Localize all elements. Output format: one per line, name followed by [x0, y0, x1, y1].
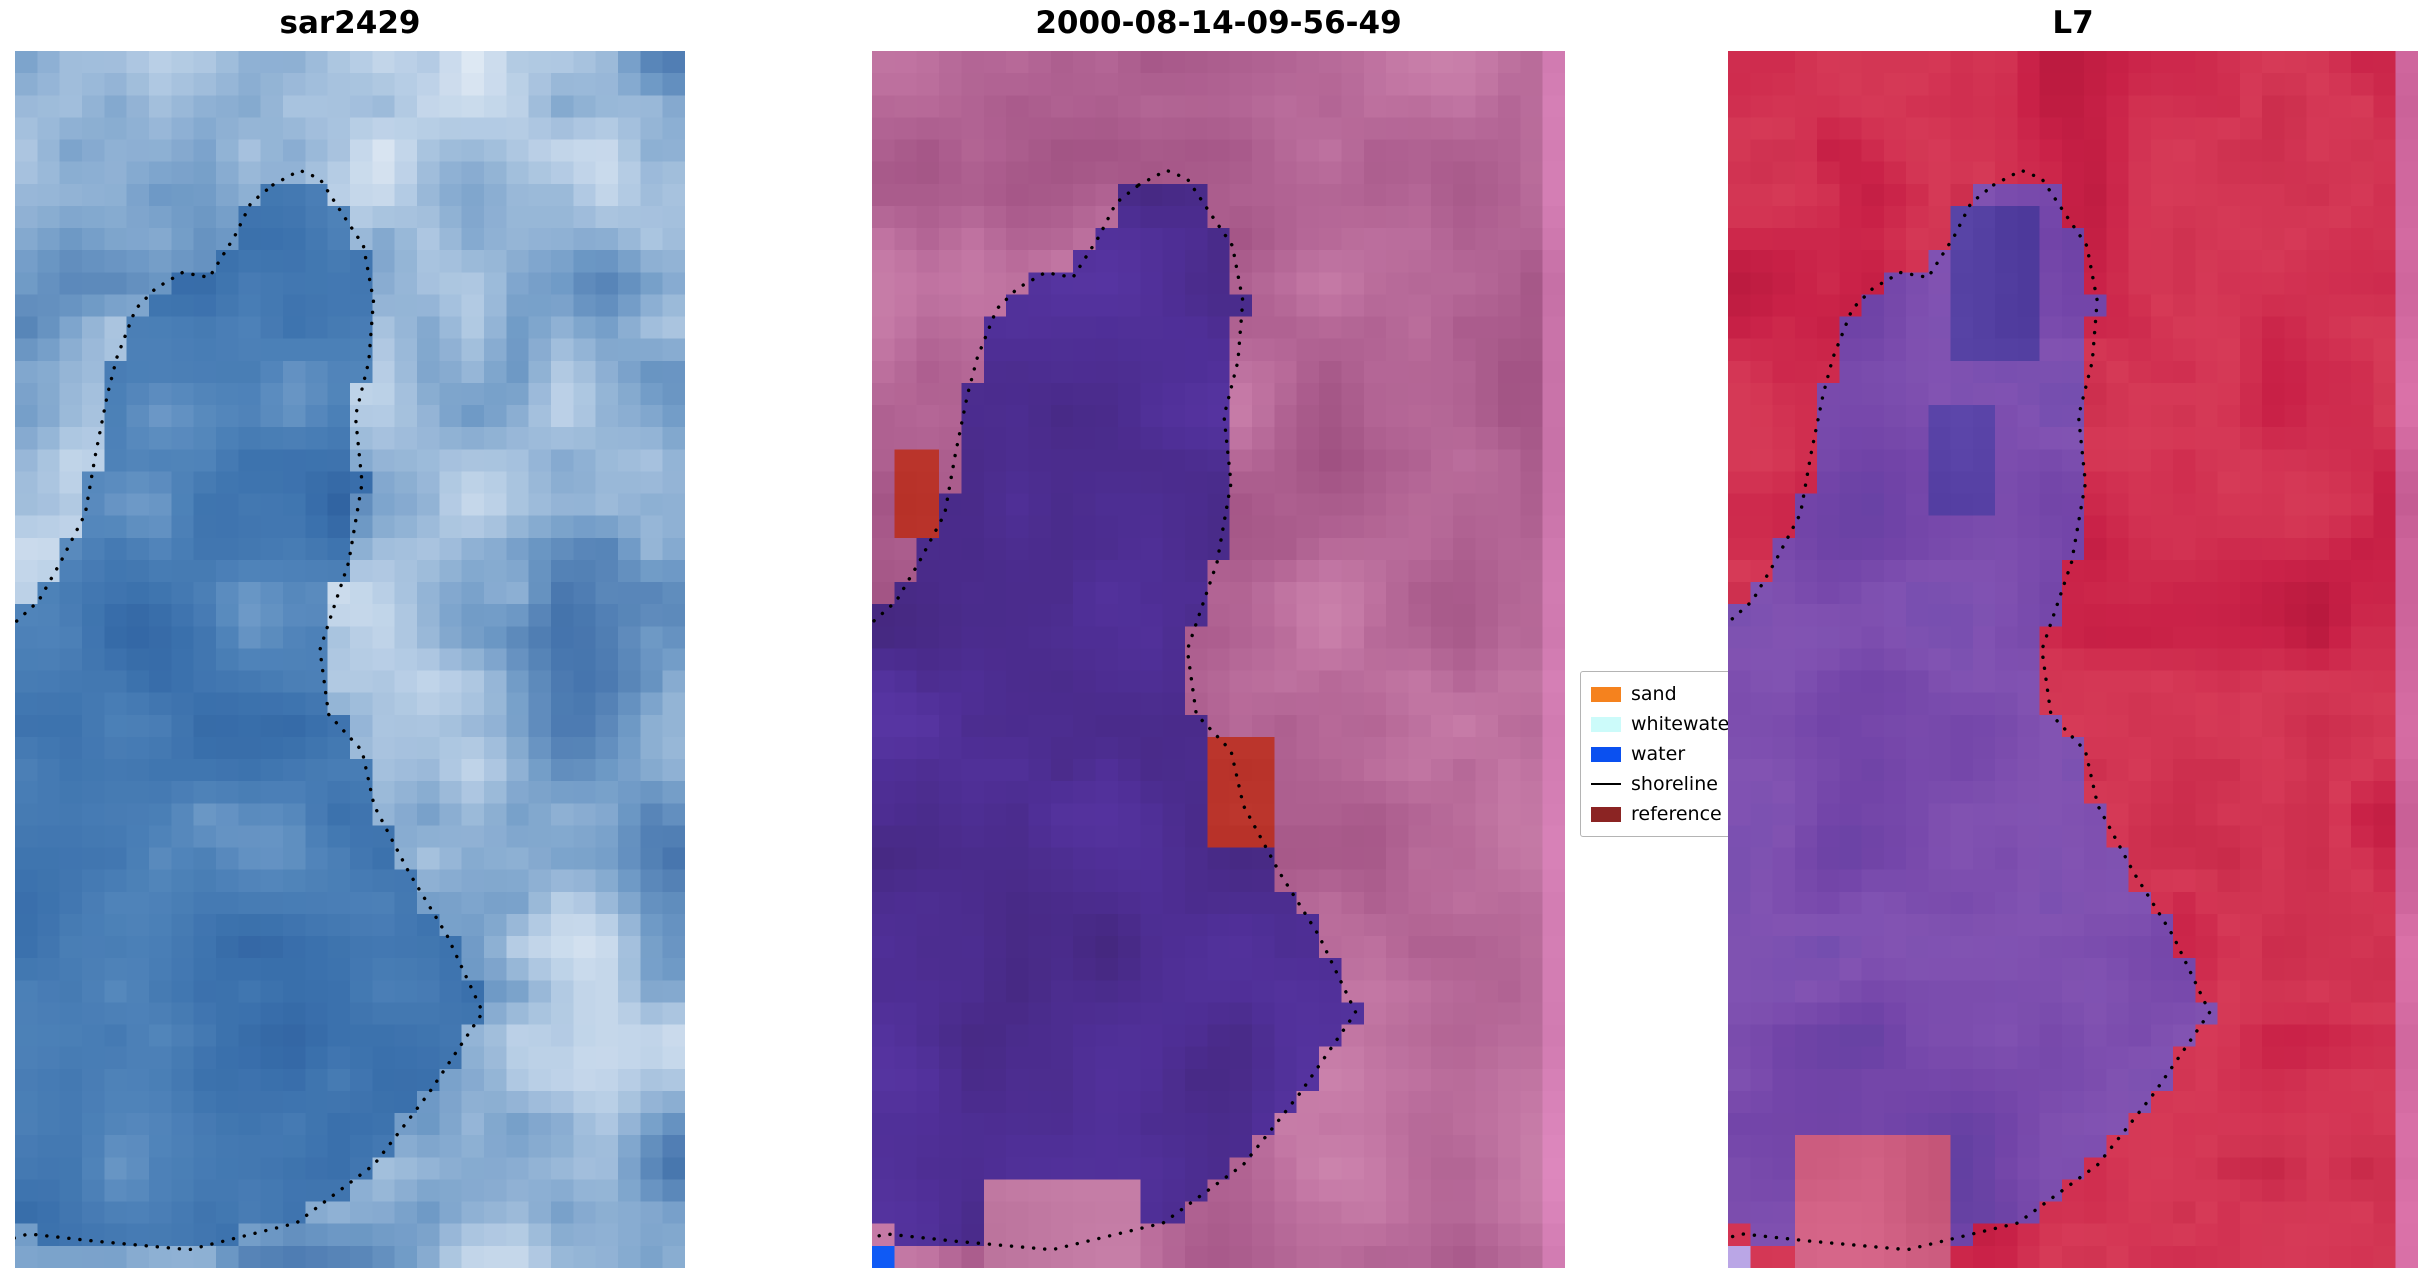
- panel-title-classified: 2000-08-14-09-56-49: [1035, 5, 1402, 41]
- l7-image-canvas: [1728, 51, 2418, 1268]
- panel-sar: sar2429: [15, 5, 685, 1268]
- legend-item-reference: reference: [1591, 799, 1801, 829]
- shoreline-overlay: [872, 168, 1358, 1252]
- legend-item-sand: sand: [1591, 679, 1801, 709]
- panel-classified: 2000-08-14-09-56-49: [872, 5, 1565, 1268]
- legend-label-reference: reference: [1631, 803, 1722, 825]
- legend-item-water: water: [1591, 739, 1801, 769]
- legend-label-water: water: [1631, 743, 1686, 765]
- sar-image-canvas: [15, 51, 685, 1268]
- shoreline-overlay: [15, 168, 485, 1252]
- shoreline-dots: [872, 168, 1358, 1252]
- shoreline-dots: [15, 168, 485, 1252]
- legend-label-shoreline: shoreline: [1631, 773, 1718, 795]
- legend-label-whitewater: whitewater: [1631, 713, 1738, 735]
- legend-item-whitewater: whitewater: [1591, 709, 1801, 739]
- shoreline-dots: [1728, 168, 2212, 1252]
- water-swatch: [1591, 746, 1621, 762]
- panel-title-l7: L7: [2052, 5, 2094, 41]
- reference-swatch: [1591, 806, 1621, 822]
- legend-label-sand: sand: [1631, 683, 1677, 705]
- sand-swatch: [1591, 686, 1621, 702]
- panel-title-sar: sar2429: [279, 5, 421, 41]
- shoreline-line-swatch: [1591, 782, 1621, 786]
- panel-l7: L7: [1728, 5, 2418, 1268]
- whitewater-swatch: [1591, 716, 1621, 732]
- legend-item-shoreline: shoreline: [1591, 769, 1801, 799]
- shoreline-overlay: [1728, 168, 2212, 1252]
- classified-image-canvas: [872, 51, 1565, 1268]
